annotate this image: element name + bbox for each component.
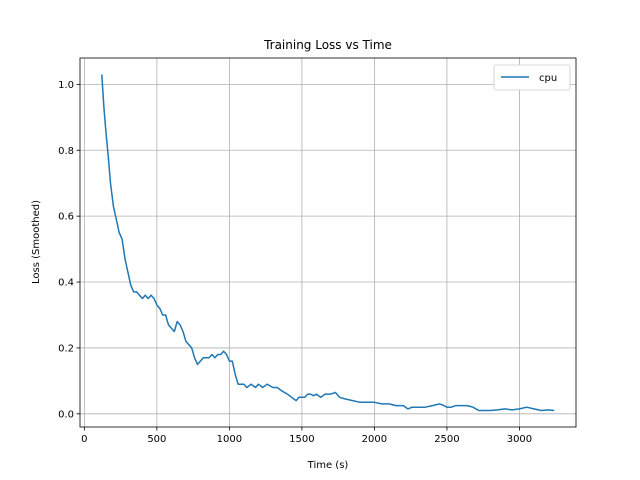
y-tick-label: 0.2: [58, 343, 74, 354]
y-tick-label: 1.0: [58, 80, 74, 91]
series-layer: [101, 74, 555, 412]
series-line-cpu: [101, 74, 555, 412]
x-tick-label: 0: [81, 434, 87, 445]
y-tick-label: 0.4: [58, 278, 74, 289]
x-tick-label: 2500: [434, 434, 459, 445]
plot-frame: [79, 57, 577, 428]
x-tick-label: 2000: [362, 434, 387, 445]
legend-label-cpu: cpu: [539, 73, 557, 84]
x-axis: 0 500 1000 1500 2000 2500 3000: [81, 427, 532, 445]
plot-area: [80, 58, 576, 427]
y-tick-label: 0.0: [58, 409, 74, 420]
x-tick-label: 1000: [217, 434, 242, 445]
y-tick-label: 0.6: [58, 212, 74, 223]
chart-title: Training Loss vs Time: [263, 38, 392, 52]
grid: [80, 58, 576, 427]
y-axis: 0.0 0.2 0.4 0.6 0.8 1.0: [58, 80, 80, 420]
x-axis-label: Time (s): [307, 460, 349, 471]
x-tick-label: 3000: [507, 434, 532, 445]
y-axis-label: Loss (Smoothed): [31, 200, 42, 284]
legend: cpu: [493, 64, 571, 91]
legend-box: [493, 64, 571, 91]
x-tick-label: 1500: [289, 434, 314, 445]
x-tick-label: 500: [147, 434, 166, 445]
y-tick-label: 0.8: [58, 146, 74, 157]
